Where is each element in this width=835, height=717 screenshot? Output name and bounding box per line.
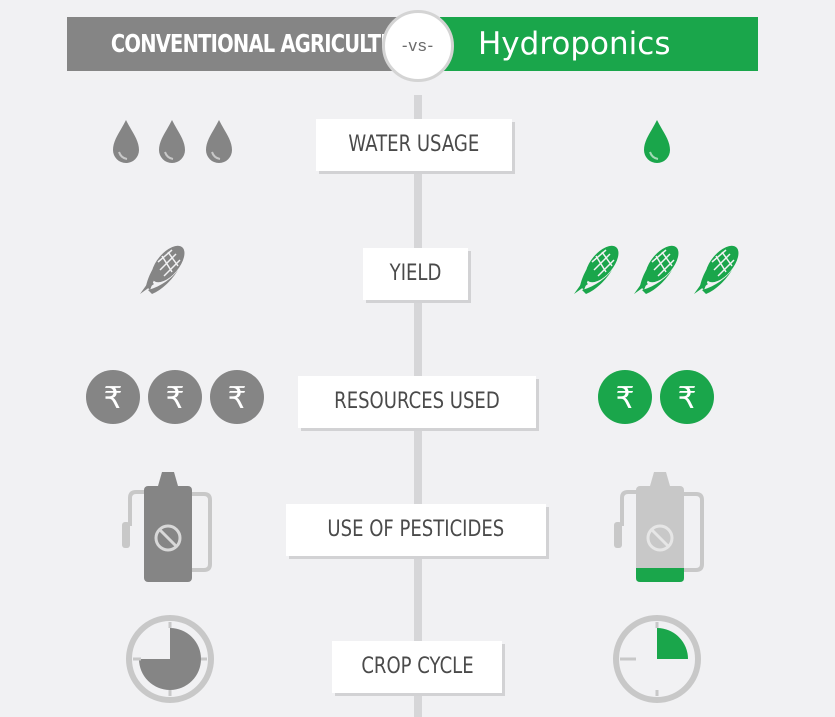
- conventional-rupee-coins: ₹ ₹ ₹: [86, 370, 264, 424]
- svg-text:₹: ₹: [677, 381, 696, 416]
- label-crop-cycle: CROP CYCLE: [332, 641, 502, 693]
- hydroponics-corn-icon-3: [694, 245, 739, 294]
- conventional-corn-icon: [140, 245, 185, 294]
- rupee-coin-icon: [598, 370, 714, 424]
- label-resources-used: RESOURCES USED: [298, 376, 536, 428]
- svg-text:₹: ₹: [165, 381, 184, 416]
- svg-text:₹: ₹: [103, 381, 122, 416]
- hydroponics-pesticide-sprayer-icon: [614, 472, 704, 582]
- label-water-usage: WATER USAGE: [316, 119, 512, 171]
- conventional-pesticide-sprayer-icon: [122, 472, 212, 582]
- rupee-coin-icon: [86, 370, 264, 424]
- conventional-water-drops: [113, 120, 232, 163]
- label-use-of-pesticides: USE OF PESTICIDES: [286, 504, 546, 556]
- vs-badge: -vs-: [382, 10, 454, 82]
- svg-text:₹: ₹: [227, 381, 246, 416]
- label-yield: YIELD: [363, 248, 468, 300]
- conventional-clock-icon: [126, 615, 214, 703]
- hydroponics-corn-icon-1: [574, 245, 619, 294]
- hydroponics-header: Hydroponics: [440, 17, 758, 71]
- conventional-agriculture-header: CONVENTIONAL AGRICULTURE: [67, 17, 423, 71]
- hydroponics-water-drop-icon: [644, 120, 670, 163]
- hydroponics-rupee-coins: ₹ ₹: [598, 370, 714, 424]
- svg-text:₹: ₹: [615, 381, 634, 416]
- hydroponics-clock-icon: [613, 615, 701, 703]
- hydroponics-corn-icon-2: [634, 245, 679, 294]
